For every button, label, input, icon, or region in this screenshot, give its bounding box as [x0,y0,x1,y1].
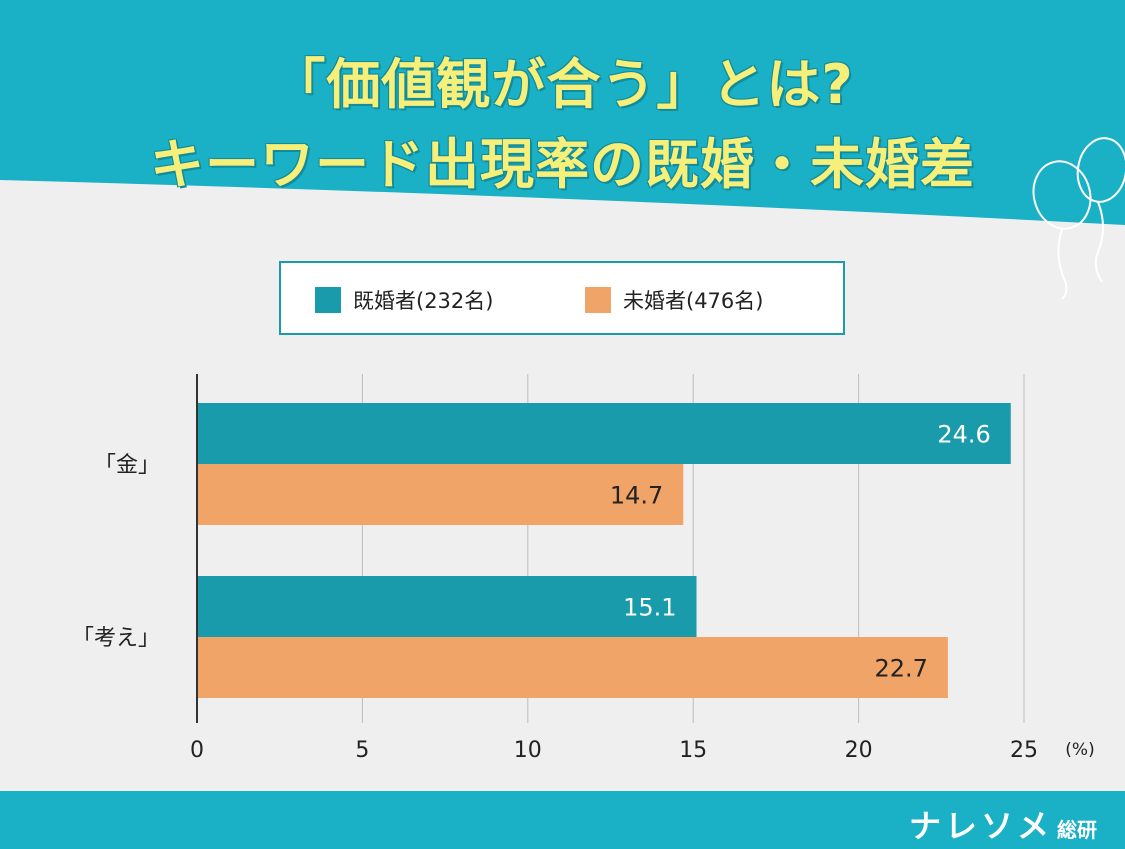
data-label: 15.1 [623,594,676,622]
legend-label-married: 既婚者(232名) [353,289,494,313]
brand-sub: 総研 [1057,818,1097,842]
legend-swatch-married [315,287,341,313]
x-tick-label: 0 [190,738,204,763]
footer-bar: ナレソメ 総研 [0,791,1125,849]
bar [197,403,1011,464]
title-line-1: 「価値観が合う」とは? [271,53,854,116]
data-label: 14.7 [610,482,663,510]
x-tick-label: 20 [845,738,873,763]
balloons-decoration [1032,137,1125,300]
x-tick-label: 15 [679,738,707,763]
legend-item-unmarried: 未婚者(476名) [585,286,763,314]
bar [197,576,697,637]
bar [197,464,684,525]
category-label: 「金」 [94,453,160,478]
x-tick-label: 25 [1010,738,1038,763]
brand-name: ナレソメ [908,807,1053,845]
bar [197,637,948,698]
x-axis-unit: (%) [1065,740,1094,760]
bar-chart: 24.6 14.7 「金」 15.1 22.7 「考え」 0 5 10 15 20 25 (%) [72,374,1095,763]
legend-item-married: 既婚者(232名) [315,286,493,314]
brand-logo: ナレソメ 総研 [909,801,1097,847]
x-tick-label: 5 [355,738,369,763]
header-banner [0,0,1125,225]
data-label: 24.6 [937,421,990,449]
data-label: 22.7 [874,655,927,683]
legend-swatch-unmarried [585,287,611,313]
x-tick-label: 10 [514,738,542,763]
title-line-2: キーワード出現率の既婚・未婚差 [150,133,975,196]
chart-legend: 既婚者(232名) 未婚者(476名) [279,261,845,335]
legend-label-unmarried: 未婚者(476名) [623,289,764,313]
category-label: 「考え」 [72,626,160,651]
